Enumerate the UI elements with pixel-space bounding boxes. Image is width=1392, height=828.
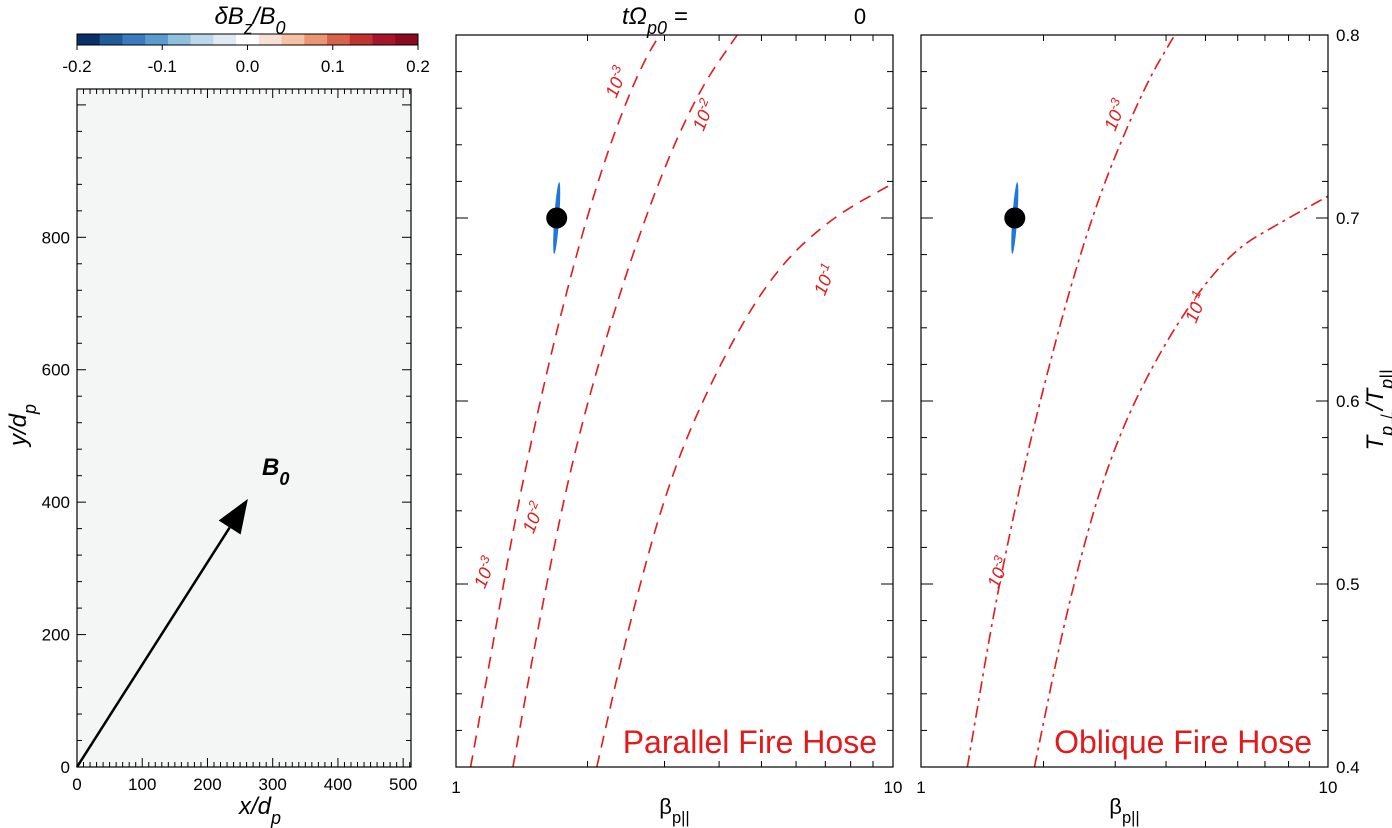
x-axis-label: βp|| xyxy=(659,794,689,827)
colorbar-swatch xyxy=(236,34,260,45)
colorbar-swatch xyxy=(395,34,419,45)
time-value: 0 xyxy=(854,4,866,29)
oblique-fire-hose-panel: 10-310-110-31 100.40.50.60.70.8βp||Obliqu… xyxy=(916,26,1392,827)
y-tick-label: 0.8 xyxy=(1336,26,1360,45)
left-panel-frame xyxy=(76,88,412,768)
b0-arrow-label: B0 xyxy=(262,454,289,489)
x-axis-label: x/dp xyxy=(238,793,281,828)
state-marker xyxy=(546,207,568,229)
plot-background xyxy=(921,35,1328,767)
y-tick-label: 600 xyxy=(42,361,70,380)
field-image xyxy=(77,89,411,767)
y-tick-label: 0.6 xyxy=(1336,392,1360,411)
colorbar-swatch xyxy=(281,34,305,45)
x-tick-label: 100 xyxy=(128,775,156,794)
y-tick-label: 0 xyxy=(61,758,70,777)
colorbar-swatch xyxy=(167,34,192,45)
colorbar-swatch xyxy=(77,34,101,45)
x-tick-label: 1 xyxy=(916,778,925,797)
x-axis-label: βp|| xyxy=(1109,794,1139,827)
colorbar-label: δBz/B0 xyxy=(214,3,285,38)
colorbar-swatch xyxy=(372,34,396,45)
colorbar-tick-label: 0.2 xyxy=(406,57,430,76)
contour-line xyxy=(512,35,738,767)
contour-line xyxy=(596,182,893,767)
contour-line xyxy=(966,35,1176,767)
colorbar-swatch xyxy=(258,34,283,45)
colorbar: -0.2 -0.1 0.0 0.1 0.2 δBz/B0 xyxy=(62,3,429,76)
colorbar-swatch xyxy=(145,34,169,45)
y-tick-label: 800 xyxy=(42,228,70,247)
colorbar-tick-label: -0.1 xyxy=(148,57,177,76)
y-tick-label: 0.5 xyxy=(1336,575,1360,594)
colorbar-swatch xyxy=(327,34,351,45)
colorbar-tick-label: 0.0 xyxy=(236,57,260,76)
plot-background xyxy=(456,35,893,767)
state-marker xyxy=(1004,207,1026,229)
colorbar-tick-label: -0.2 xyxy=(62,57,91,76)
colorbar-swatch xyxy=(99,34,123,45)
b0-arrow-shaft xyxy=(75,526,231,768)
colorbar-tick-label: 0.1 xyxy=(321,57,345,76)
x-tick-label: 1 xyxy=(451,778,460,797)
time-label: tΩp0 = xyxy=(622,3,688,38)
b0-arrow-head xyxy=(218,498,248,535)
contour-line xyxy=(469,35,661,767)
x-tick-label: 200 xyxy=(193,775,221,794)
x-tick-label: 500 xyxy=(389,775,417,794)
y-tick-label: 200 xyxy=(42,626,70,645)
y-tick-label: 0.7 xyxy=(1336,209,1360,228)
y-axis-label: Tp⊥/Tp|| xyxy=(1362,369,1392,450)
left-panel: 0 100 200 300 400 500 0 200 400 600 800 x/dp y/dp B0 xyxy=(5,88,417,828)
y-axis-label: y/dp xyxy=(5,404,40,448)
x-tick-label: 400 xyxy=(324,775,352,794)
y-tick-label: 0.4 xyxy=(1336,758,1360,777)
x-tick-label: 0 xyxy=(72,775,81,794)
x-tick-label: 300 xyxy=(259,775,287,794)
colorbar-swatch xyxy=(122,34,146,45)
x-tick-label: 10 xyxy=(884,778,903,797)
colorbar-swatch xyxy=(213,34,237,45)
colorbar-swatch xyxy=(349,34,374,45)
x-tick-label: 10 xyxy=(1319,778,1338,797)
panel-title: Oblique Fire Hose xyxy=(1054,724,1312,760)
colorbar-swatch xyxy=(304,34,328,45)
panel-title: Parallel Fire Hose xyxy=(623,724,877,760)
y-tick-label: 400 xyxy=(42,493,70,512)
colorbar-swatch xyxy=(190,34,214,45)
contour-line xyxy=(1033,195,1328,767)
